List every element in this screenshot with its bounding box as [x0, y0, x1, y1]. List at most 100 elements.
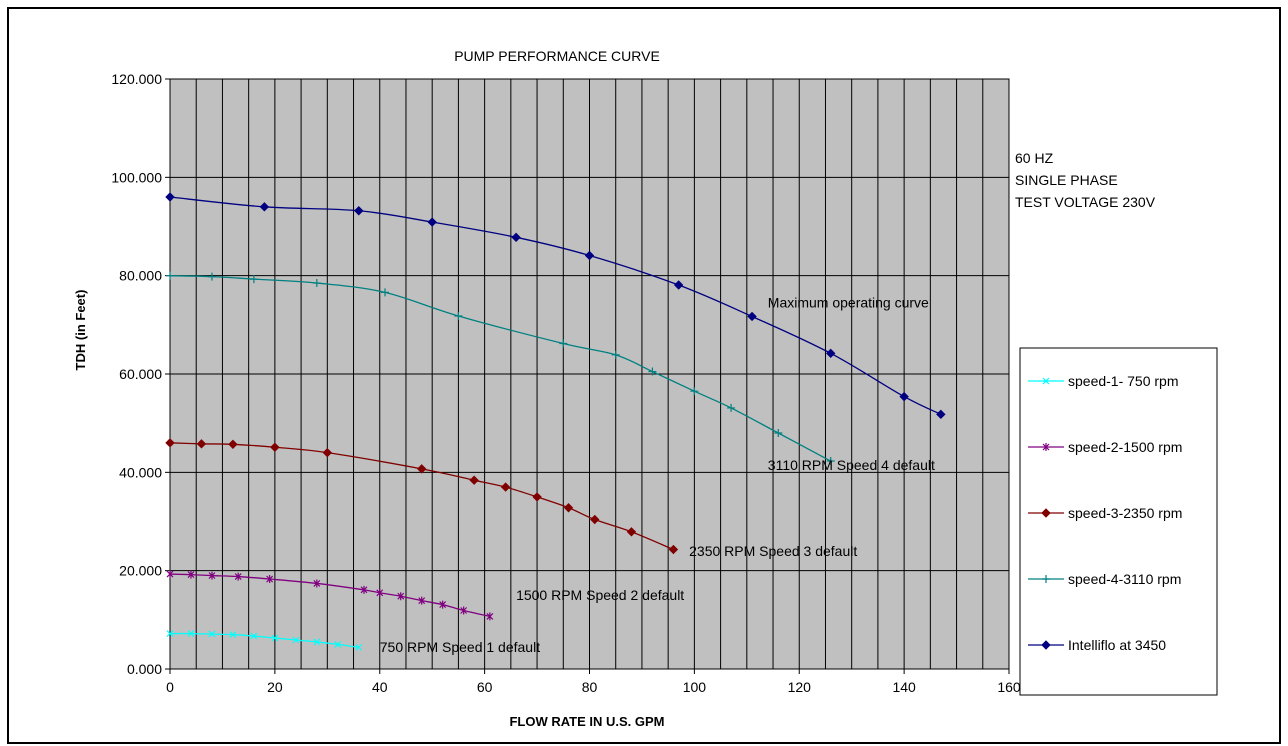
data-point [673, 280, 684, 290]
grid-lines [170, 79, 1009, 669]
marker-diamond [259, 202, 270, 212]
x-tick-label: 80 [582, 679, 598, 695]
marker-diamond [354, 206, 364, 216]
legend-swatch-marker [1042, 377, 1050, 385]
marker-x [313, 638, 321, 646]
pump-performance-chart: PUMP PERFORMANCE CURVE 60 HZ SINGLE PHASE… [73, 48, 1218, 729]
data-point [611, 350, 620, 359]
marker-diamond [270, 442, 280, 452]
y-tick-label: 60.000 [119, 366, 162, 382]
data-point [727, 403, 736, 412]
data-point [166, 570, 174, 579]
legend-box [1019, 347, 1218, 696]
data-point [747, 311, 757, 322]
marker-diamond [500, 482, 511, 492]
data-point [936, 409, 946, 420]
marker-diamond [673, 280, 684, 290]
series-5 [165, 192, 946, 420]
marker-plus [249, 275, 258, 284]
marker-star [397, 592, 405, 601]
marker-diamond [165, 192, 175, 202]
data-point [207, 272, 216, 281]
annotation-label: Maximum operating curve [768, 295, 929, 311]
data-point [668, 544, 679, 555]
legend-swatch-marker [1041, 508, 1051, 518]
data-point [313, 638, 321, 646]
x-tick-label: 160 [997, 679, 1021, 695]
legend-label: speed-2-1500 rpm [1068, 439, 1182, 455]
data-point [228, 439, 238, 450]
data-point [355, 643, 363, 651]
marker-plus [312, 279, 321, 288]
x-axis-label: FLOW RATE IN U.S. GPM [509, 714, 664, 729]
legend-entry: Intelliflo at 3450 [1028, 637, 1166, 653]
marker-diamond [416, 464, 427, 474]
data-point [826, 348, 836, 359]
marker-diamond [668, 544, 679, 555]
data-point [292, 636, 300, 644]
y-axis-ticks: 0.000 20.000 40.000 60.000 80.000 100.000 120.… [111, 71, 170, 677]
data-point [626, 527, 637, 537]
series-1 [166, 630, 363, 651]
data-point [196, 439, 207, 449]
legend-swatch-marker [1042, 443, 1050, 451]
data-point [774, 429, 783, 437]
data-point [165, 192, 175, 202]
legend-entry: speed-4-3110 rpm [1028, 571, 1181, 587]
marker-star [266, 575, 274, 584]
info-line: TEST VOLTAGE 230V [1015, 194, 1156, 210]
y-tick-label: 120.000 [111, 71, 162, 87]
marker-diamond [427, 217, 437, 227]
x-tick-label: 60 [477, 679, 493, 695]
chart-title: PUMP PERFORMANCE CURVE [454, 48, 660, 64]
data-point [376, 588, 384, 597]
marker-plus [454, 311, 463, 320]
info-line: 60 HZ [1015, 150, 1054, 166]
data-point [266, 575, 274, 584]
data-point [166, 630, 174, 638]
marker-plus [690, 387, 699, 396]
marker-plus [207, 272, 216, 281]
data-point [454, 311, 463, 320]
y-tick-label: 0.000 [127, 661, 162, 677]
marker-star [166, 570, 174, 579]
series-group [165, 192, 946, 651]
marker-diamond [563, 503, 574, 513]
marker-diamond [899, 391, 909, 402]
marker-star [486, 612, 494, 621]
marker-x [229, 631, 237, 639]
legend-entry: speed-1- 750 rpm [1028, 373, 1179, 389]
legend-entry: speed-3-2350 rpm [1028, 505, 1182, 521]
marker-diamond [936, 409, 946, 420]
x-tick-label: 100 [683, 679, 707, 695]
legend-swatch-marker [1041, 640, 1051, 650]
data-point [559, 339, 568, 348]
data-point [690, 387, 699, 396]
info-line: SINGLE PHASE [1015, 172, 1118, 188]
marker-star [234, 572, 242, 581]
data-point [360, 585, 368, 594]
data-point [234, 572, 242, 581]
marker-diamond [228, 439, 238, 450]
marker-plus [774, 429, 783, 437]
marker-diamond [532, 492, 542, 502]
y-tick-label: 20.000 [119, 563, 162, 579]
x-tick-label: 20 [267, 679, 283, 695]
data-point [511, 232, 521, 243]
data-point [208, 571, 216, 580]
marker-plus [611, 350, 620, 359]
legend-swatch-marker [1042, 575, 1050, 583]
marker-x [187, 630, 195, 638]
marker-plus [727, 403, 736, 412]
data-point [500, 482, 511, 492]
data-point [354, 206, 364, 216]
x-tick-label: 140 [892, 679, 916, 695]
legend: speed-1- 750 rpm speed-2-1500 rpm speed-3-… [1019, 347, 1218, 696]
marker-x [271, 634, 279, 642]
data-point [427, 217, 437, 227]
series-4 [166, 271, 835, 466]
marker-x [208, 630, 216, 638]
data-point [322, 447, 333, 458]
data-point [380, 288, 389, 297]
data-point [469, 475, 479, 485]
